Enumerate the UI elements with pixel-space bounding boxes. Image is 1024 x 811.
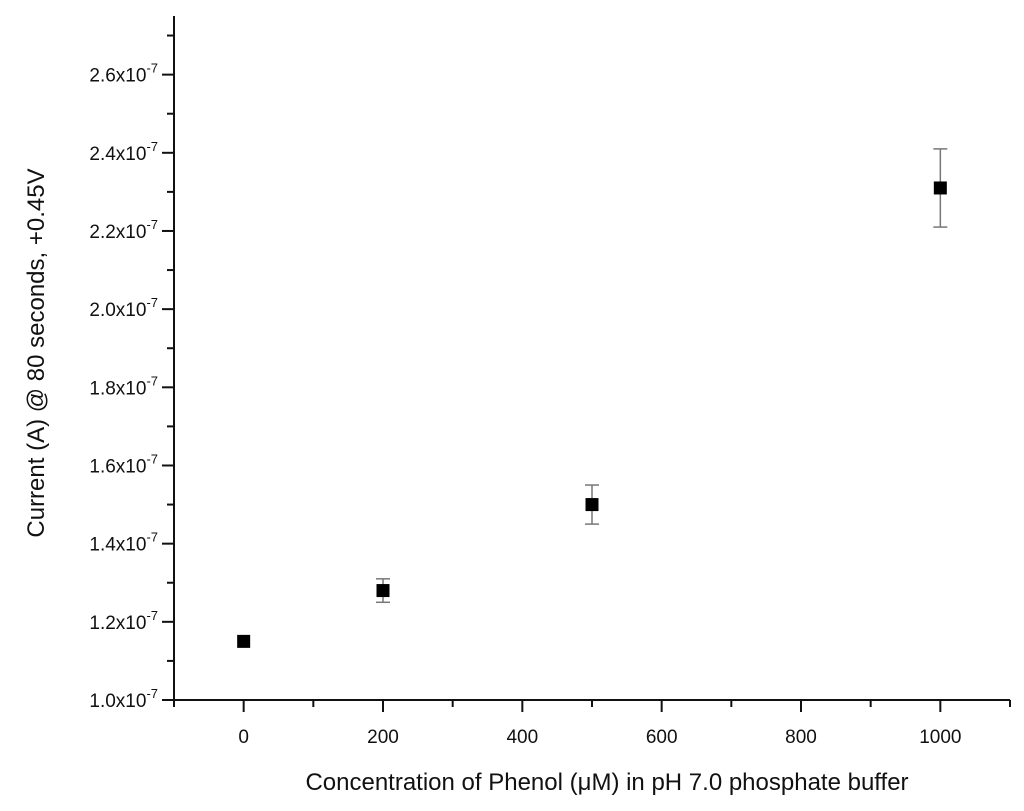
y-tick-label: 2.0x10-7 xyxy=(89,295,158,321)
y-axis-title: Current (A) @ 80 seconds, +0.45V xyxy=(23,168,50,537)
y-tick-label: 1.8x10-7 xyxy=(89,373,158,399)
y-tick-label: 2.6x10-7 xyxy=(89,61,158,87)
ticks: 0 200 400 600 800 1000 1.0x10-7 1.2x10-7 1.4x10-… xyxy=(89,34,1011,748)
axes xyxy=(173,16,1010,701)
data-point xyxy=(237,634,251,648)
data-point xyxy=(376,584,390,598)
x-tick-label: 1000 xyxy=(919,727,961,748)
x-tick-label: 600 xyxy=(646,727,678,748)
x-tick-label: 200 xyxy=(367,727,399,748)
y-tick-label: 2.2x10-7 xyxy=(89,217,158,243)
x-tick-label: 800 xyxy=(785,727,817,748)
x-axis-title: Concentration of Phenol (μM) in pH 7.0 p… xyxy=(305,769,908,796)
y-tick-label: 1.0x10-7 xyxy=(89,686,158,712)
x-tick-label: 400 xyxy=(506,727,538,748)
x-tick-label: 0 xyxy=(238,727,249,748)
y-tick-label: 1.6x10-7 xyxy=(89,451,158,477)
y-tick-label: 2.4x10-7 xyxy=(89,139,158,165)
y-tick-label: 1.2x10-7 xyxy=(89,608,158,634)
data-marks xyxy=(237,148,948,648)
data-point xyxy=(933,181,947,195)
data-point xyxy=(585,498,599,512)
y-tick-label: 1.4x10-7 xyxy=(89,530,158,556)
